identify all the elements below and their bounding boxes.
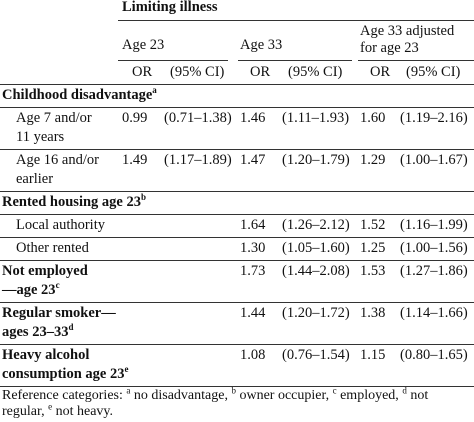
cell-value: (1.16–1.99) xyxy=(400,217,468,233)
rule xyxy=(238,60,352,61)
cell-value: (1.20–1.72) xyxy=(282,305,350,321)
rule xyxy=(0,260,474,261)
subheader: (95% CI) xyxy=(170,64,225,80)
subheader: OR xyxy=(132,64,153,80)
cell-value: 1.46 xyxy=(240,110,266,126)
cell-value: 1.60 xyxy=(360,110,386,126)
cell-value: 1.29 xyxy=(360,152,386,168)
cell-value: 1.15 xyxy=(360,347,386,363)
cell-value: 0.99 xyxy=(122,110,148,126)
row-label: ages 23–33d xyxy=(2,322,74,340)
cell-value: 1.49 xyxy=(122,152,148,168)
rule xyxy=(0,214,474,215)
row-label: Childhood disadvantagea xyxy=(2,85,157,103)
cell-value: 1.52 xyxy=(360,217,386,233)
rule xyxy=(0,344,474,345)
cell-value: 1.30 xyxy=(240,240,266,256)
footnote-marker: a xyxy=(152,85,157,96)
cell-value: 1.73 xyxy=(240,263,266,279)
cell-value: (1.26–2.12) xyxy=(282,217,350,233)
row-label: Other rented xyxy=(16,240,89,256)
cell-value: (1.05–1.60) xyxy=(282,240,350,256)
footnote-marker: c xyxy=(55,280,60,291)
cell-value: 1.38 xyxy=(360,305,386,321)
row-label: earlier xyxy=(16,171,54,187)
subheader: OR xyxy=(250,64,271,80)
footnote-intro: Reference categories: xyxy=(2,388,123,403)
cell-value: 1.44 xyxy=(240,305,266,321)
footnote-marker: d xyxy=(68,322,74,333)
footnote-marker: b xyxy=(140,192,146,203)
subheader: (95% CI) xyxy=(406,64,461,80)
cell-value: (0.71–1.38) xyxy=(164,110,232,126)
subheader: OR xyxy=(370,64,391,80)
row-label: —age 23c xyxy=(2,280,60,298)
footnote-text: owner occupier, xyxy=(239,388,330,403)
footnote-marker: e xyxy=(124,364,129,375)
row-label: Age 7 and/or xyxy=(16,110,92,126)
cell-value: 1.64 xyxy=(240,217,266,233)
cell-value: (1.20–1.79) xyxy=(282,152,350,168)
cell-value: 1.47 xyxy=(240,152,266,168)
rule xyxy=(358,60,474,61)
subheader: (95% CI) xyxy=(288,64,343,80)
rule xyxy=(0,149,474,150)
cell-value: 1.25 xyxy=(360,240,386,256)
rule xyxy=(0,302,474,303)
cell-value: 1.53 xyxy=(360,263,386,279)
rule xyxy=(0,84,474,85)
footnote-text: not regular, xyxy=(2,388,429,419)
cell-value: (1.17–1.89) xyxy=(164,152,232,168)
row-label: Age 16 and/or xyxy=(16,152,99,168)
footnote: Reference categories: a no disadvantage,… xyxy=(2,385,472,420)
footnote-marker: d xyxy=(402,385,407,396)
rule xyxy=(0,386,474,387)
cell-value: (0.80–1.65) xyxy=(400,347,468,363)
row-label: consumption age 23e xyxy=(2,364,129,382)
rule xyxy=(118,20,474,21)
rule xyxy=(0,237,474,238)
column-header: Age 33 adjusted xyxy=(360,23,455,39)
row-label: Heavy alcohol xyxy=(2,347,90,363)
cell-value: (0.76–1.54) xyxy=(282,347,350,363)
rule xyxy=(118,60,228,61)
footnote-text: not heavy. xyxy=(55,404,114,419)
row-label: Local authority xyxy=(16,217,105,233)
column-header: Age 23 xyxy=(122,37,165,53)
footnote-marker: a xyxy=(126,385,131,396)
cell-value: (1.14–1.66) xyxy=(400,305,468,321)
cell-value: (1.44–2.08) xyxy=(282,263,350,279)
row-label: 11 years xyxy=(16,129,65,145)
footnote-text: employed, xyxy=(340,388,399,403)
column-header: for age 23 xyxy=(360,40,419,56)
row-label: Not employed xyxy=(2,263,88,279)
cell-value: (1.00–1.67) xyxy=(400,152,468,168)
footnote-marker: c xyxy=(332,385,337,396)
column-header: Age 33 xyxy=(240,37,283,53)
cell-value: (1.11–1.93) xyxy=(282,110,350,126)
cell-value: (1.19–2.16) xyxy=(400,110,468,126)
row-label: Regular smoker— xyxy=(2,305,116,321)
rule xyxy=(0,107,474,108)
footnote-text: no disadvantage, xyxy=(133,388,228,403)
cell-value: (1.00–1.56) xyxy=(400,240,468,256)
row-label: Rented housing age 23b xyxy=(2,192,146,210)
footnote-marker: b xyxy=(231,385,236,396)
footnote-marker: e xyxy=(48,401,53,412)
cell-value: (1.27–1.86) xyxy=(400,263,468,279)
cell-value: 1.08 xyxy=(240,347,266,363)
rule xyxy=(0,191,474,192)
group-header: Limiting illness xyxy=(122,0,218,15)
